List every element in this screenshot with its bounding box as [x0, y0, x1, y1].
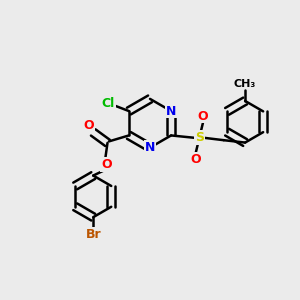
- Text: S: S: [195, 131, 204, 144]
- Text: N: N: [145, 141, 155, 154]
- Text: O: O: [198, 110, 208, 123]
- Text: Cl: Cl: [101, 97, 115, 110]
- Text: N: N: [166, 105, 176, 118]
- Text: O: O: [101, 158, 112, 171]
- Text: Br: Br: [85, 228, 101, 241]
- Text: O: O: [83, 119, 94, 132]
- Text: CH₃: CH₃: [234, 79, 256, 89]
- Text: O: O: [190, 153, 201, 166]
